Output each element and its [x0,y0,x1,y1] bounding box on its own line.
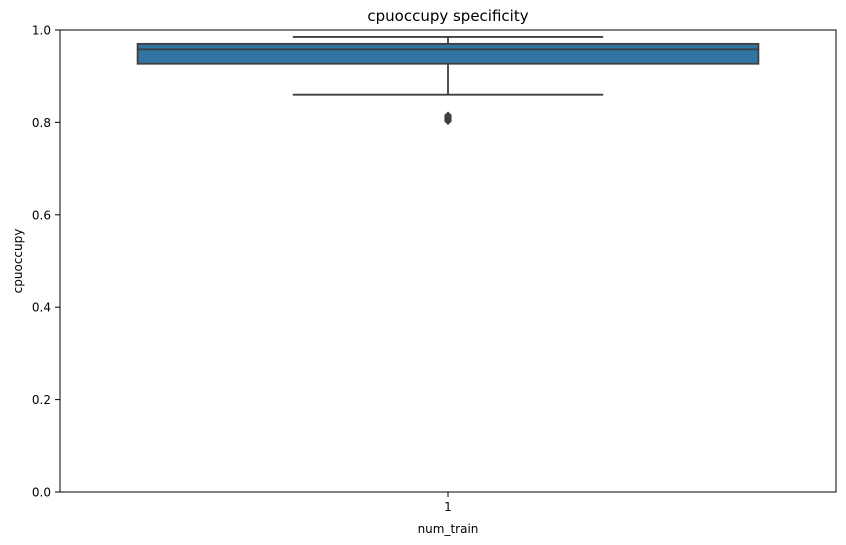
y-axis: 0.0 0.2 0.4 0.6 0.8 1.0 [32,24,60,500]
y-tick-label: 0.0 [32,486,51,500]
y-tick-label: 0.2 [32,393,51,407]
chart-title: cpuoccupy specificity [367,7,528,25]
x-axis: 1 [444,492,452,514]
y-tick-label: 1.0 [32,24,51,38]
iqr-box [136,42,760,65]
box-group [136,36,760,126]
x-axis-label: num_train [418,522,479,536]
y-tick-label: 0.6 [32,208,51,222]
y-axis-label: cpuoccupy [11,229,25,294]
x-tick-label: 1 [444,500,452,514]
plot-area [136,36,760,126]
y-tick-label: 0.4 [32,301,51,315]
y-tick-label: 0.8 [32,116,51,130]
plot-frame [59,29,837,493]
outlier-point [443,111,453,120]
